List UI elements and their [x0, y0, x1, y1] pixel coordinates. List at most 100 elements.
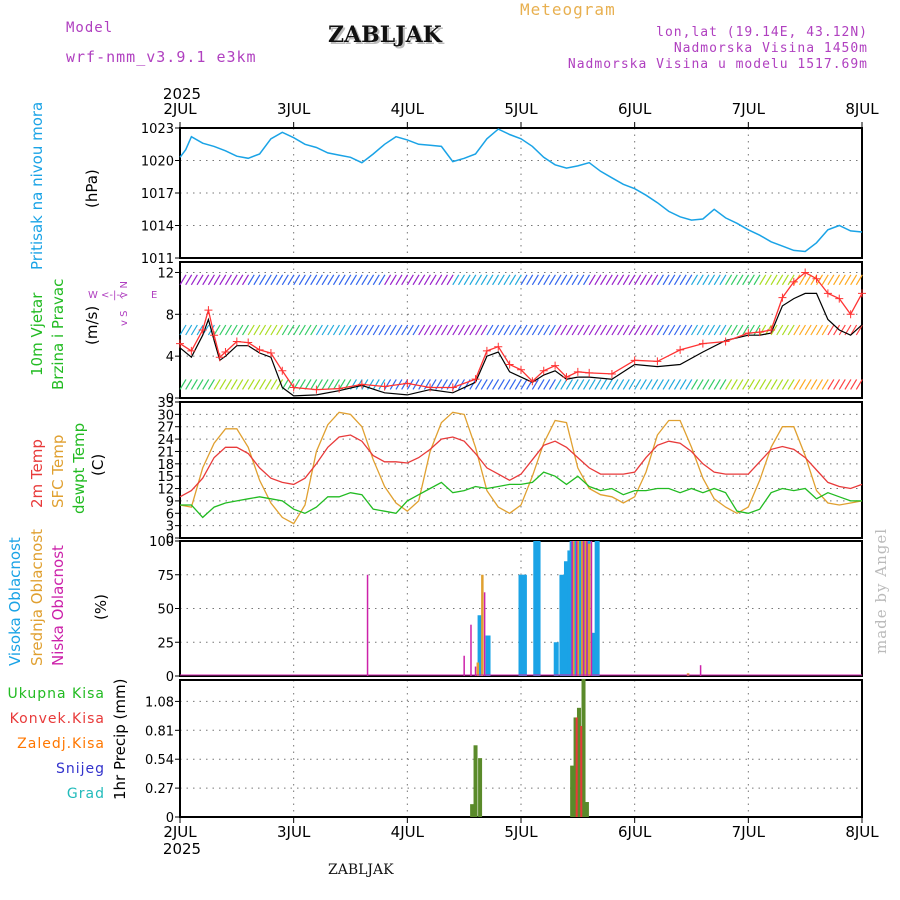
wind-speed-marker — [505, 360, 514, 369]
wind-barb — [361, 274, 369, 286]
wind-barb — [298, 274, 306, 286]
wind-barb — [435, 324, 443, 336]
wind-barb — [418, 274, 426, 286]
wind-barb — [304, 379, 312, 390]
x-tick-label-bottom: 7JUL — [732, 823, 766, 841]
compass-east: E — [151, 290, 157, 301]
wind-speed-marker — [494, 342, 503, 351]
wind-barb — [776, 324, 784, 336]
wind-barb — [224, 324, 232, 336]
wind-barb — [662, 379, 670, 390]
y-tick-label: 50 — [157, 603, 174, 618]
wind-barb — [440, 324, 448, 336]
y-tick-label: 0 — [166, 670, 174, 685]
wind-barb — [526, 274, 534, 286]
wind-barb — [423, 324, 431, 336]
y-tick-label: 9 — [166, 495, 174, 510]
wind-barb — [236, 324, 244, 336]
wind-barb — [685, 324, 693, 336]
temp-2m-line — [179, 434, 863, 498]
temp-axis-title-1: 2m Temp — [28, 439, 46, 508]
wind-barb — [259, 379, 267, 390]
wind-barb — [344, 324, 352, 336]
wind-barb — [344, 274, 352, 286]
wind-barb — [844, 274, 852, 286]
cloud-bar — [587, 543, 591, 676]
wind-barb — [207, 379, 215, 390]
wind-barb — [213, 274, 221, 286]
wind-barb — [736, 379, 744, 390]
wind-barb — [781, 379, 789, 390]
wind-barb — [690, 274, 699, 286]
sfc-temp-line — [179, 411, 863, 525]
wind-barb — [827, 379, 835, 390]
wind-barb — [855, 324, 863, 336]
wind-barb — [537, 379, 545, 390]
wind-barb — [378, 274, 386, 286]
wind-speed-marker — [551, 361, 560, 370]
wind-barb — [475, 379, 483, 390]
wind-barb — [247, 324, 255, 336]
wind-barb — [230, 379, 238, 390]
wind-barb — [469, 324, 477, 336]
wind-barb — [497, 274, 505, 286]
wind-barb — [600, 379, 608, 390]
wind-barb — [486, 324, 494, 336]
wind-barb — [679, 274, 687, 286]
wind-barb — [372, 324, 380, 336]
wind-speed-marker — [698, 339, 707, 348]
wind-barb — [338, 324, 346, 336]
wind-barb — [588, 324, 596, 336]
wind-barb — [423, 379, 431, 390]
wind-speed-marker — [266, 349, 275, 358]
wind-barb — [469, 379, 477, 390]
wind-barb — [617, 379, 625, 390]
wind-barb — [253, 379, 261, 390]
wind-barb — [463, 274, 471, 286]
wind-barb — [690, 324, 699, 336]
wind-barb — [651, 324, 659, 336]
wind-barb — [639, 379, 647, 390]
wind-barb — [384, 274, 392, 286]
wind-barb — [628, 274, 636, 286]
footer-station: ZABLJAK — [328, 862, 394, 878]
wind-speed-marker — [789, 277, 798, 286]
wind-barb — [713, 324, 721, 336]
temp-axis-title-3: dewpt Temp — [70, 423, 88, 514]
panel-frame — [179, 401, 863, 539]
wind-speed-marker — [653, 357, 662, 366]
wind-barb — [600, 274, 608, 286]
wind-barb — [202, 379, 210, 390]
wind-barb — [673, 379, 681, 390]
wind-speed-marker — [210, 331, 219, 340]
wind-barb — [242, 379, 250, 390]
y-tick-label: 6 — [166, 507, 174, 522]
y-tick-label: 21 — [157, 445, 174, 460]
y-tick-label: 18 — [157, 458, 174, 473]
wind-barb — [304, 274, 312, 286]
wind-barb — [475, 324, 483, 336]
precip-bar — [576, 707, 581, 817]
wind-barb — [179, 324, 187, 336]
wind-barb — [742, 274, 750, 286]
model-elevation-label: Nadmorska Visina u modelu 1517.69m — [567, 57, 868, 72]
wind-barb — [384, 324, 392, 336]
wind-speed-marker — [539, 366, 548, 375]
cloud-axis-title-3: Niska Oblacnost — [49, 545, 67, 666]
wind-barb — [855, 379, 863, 390]
wind-barb — [600, 324, 608, 336]
wind-speed-marker — [482, 346, 491, 355]
wind-speed-marker — [630, 356, 639, 365]
wind-barb — [190, 379, 198, 390]
wind-barb — [764, 274, 772, 286]
cloud-bar — [483, 592, 486, 676]
y-tick-label: 0 — [166, 811, 174, 826]
wind-speed-marker — [426, 383, 435, 392]
wind-barb — [253, 324, 261, 336]
wind-barb — [622, 324, 630, 336]
wind-barb — [571, 274, 579, 286]
wind-barb — [207, 274, 215, 286]
x-tick-label-bottom: 2JUL — [163, 823, 197, 841]
wind-barb — [520, 274, 528, 286]
wind-barb — [696, 379, 704, 390]
